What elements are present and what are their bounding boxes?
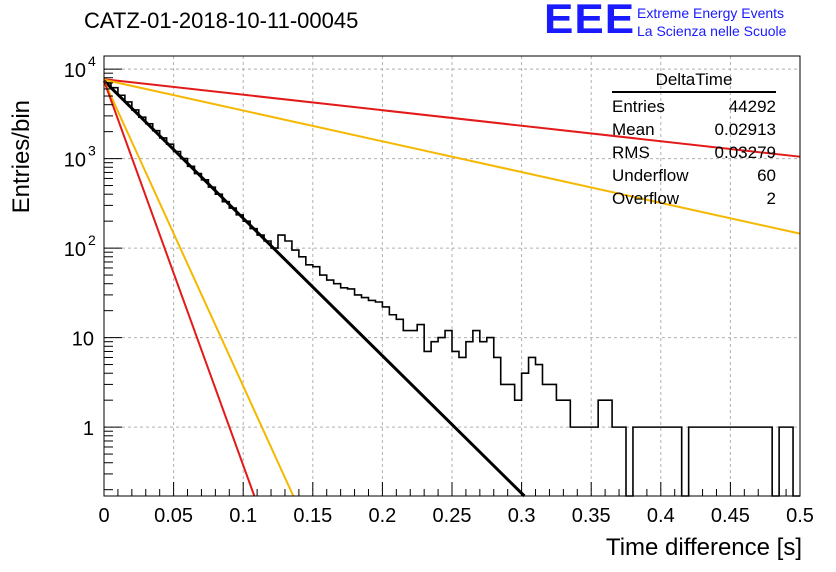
y-tick-label: 10	[64, 239, 86, 261]
stats-value: 0.03279	[714, 143, 776, 162]
tick-labels: 0 0.05 0.1 0.15 0.2 0.25 0.3 0.35 0.4 0.45 0.5 1 10 1…	[64, 53, 814, 527]
x-tick-label: 0.4	[647, 505, 675, 527]
y-axis-label-container: Entries/bin	[8, 100, 38, 220]
y-tick-exponent: 4	[88, 53, 96, 69]
fit-line	[103, 78, 801, 158]
stats-row: Mean 0.02913	[612, 118, 776, 141]
stats-title: DeltaTime	[612, 70, 776, 93]
fit-lines-layer	[102, 78, 801, 498]
x-tick-label: 0.3	[508, 505, 536, 527]
stats-label: Entries	[612, 97, 665, 116]
stats-label: Underflow	[612, 166, 689, 185]
stats-row: Overflow 2	[612, 187, 776, 210]
stats-value: 60	[757, 166, 776, 185]
y-tick-exponent: 2	[88, 232, 96, 248]
stats-row: Underflow 60	[612, 164, 776, 187]
stats-label: Mean	[612, 120, 655, 139]
logo-caption-line1: Extreme Energy Events	[637, 5, 785, 21]
stats-value: 0.02913	[714, 120, 776, 139]
fit-line	[103, 78, 801, 235]
stats-value: 2	[766, 189, 776, 208]
logo-caption-line2: La Scienza nelle Scuole	[637, 23, 787, 39]
grid-lines	[104, 56, 800, 496]
x-axis-label: Time difference [s]	[605, 534, 802, 561]
y-tick-label: 1	[83, 418, 94, 440]
fit-line	[103, 80, 295, 497]
stats-box: DeltaTime Entries 44292 Mean 0.02913 RMS 0.…	[612, 70, 776, 210]
x-tick-label: 0.2	[368, 505, 396, 527]
x-tick-label: 0.5	[786, 505, 814, 527]
x-tick-label: 0	[98, 505, 109, 527]
x-tick-label: 0.05	[154, 505, 193, 527]
axis-ticks	[103, 68, 801, 496]
y-tick-label: 10	[64, 60, 86, 82]
y-tick-exponent: 3	[88, 143, 96, 159]
y-tick-label: 10	[72, 329, 94, 351]
logo-caption: Extreme Energy Events La Scienza nelle S…	[637, 4, 786, 40]
fit-line	[103, 80, 256, 497]
x-tick-label: 0.1	[229, 505, 257, 527]
x-tick-label: 0.35	[572, 505, 611, 527]
eee-logo: EEE	[544, 0, 636, 43]
stats-label: RMS	[612, 143, 650, 162]
stats-value: 44292	[728, 97, 776, 116]
x-tick-label: 0.25	[433, 505, 472, 527]
y-tick-label: 10	[64, 150, 86, 172]
stats-row: RMS 0.03279	[612, 141, 776, 164]
page-title: CATZ-01-2018-10-11-00045	[84, 8, 359, 33]
y-axis-label: Entries/bin	[8, 100, 35, 214]
stats-label: Overflow	[612, 189, 680, 208]
fit-line	[102, 79, 526, 498]
x-tick-label: 0.15	[293, 505, 332, 527]
x-tick-label: 0.45	[711, 505, 750, 527]
stats-row: Entries 44292	[612, 95, 776, 118]
